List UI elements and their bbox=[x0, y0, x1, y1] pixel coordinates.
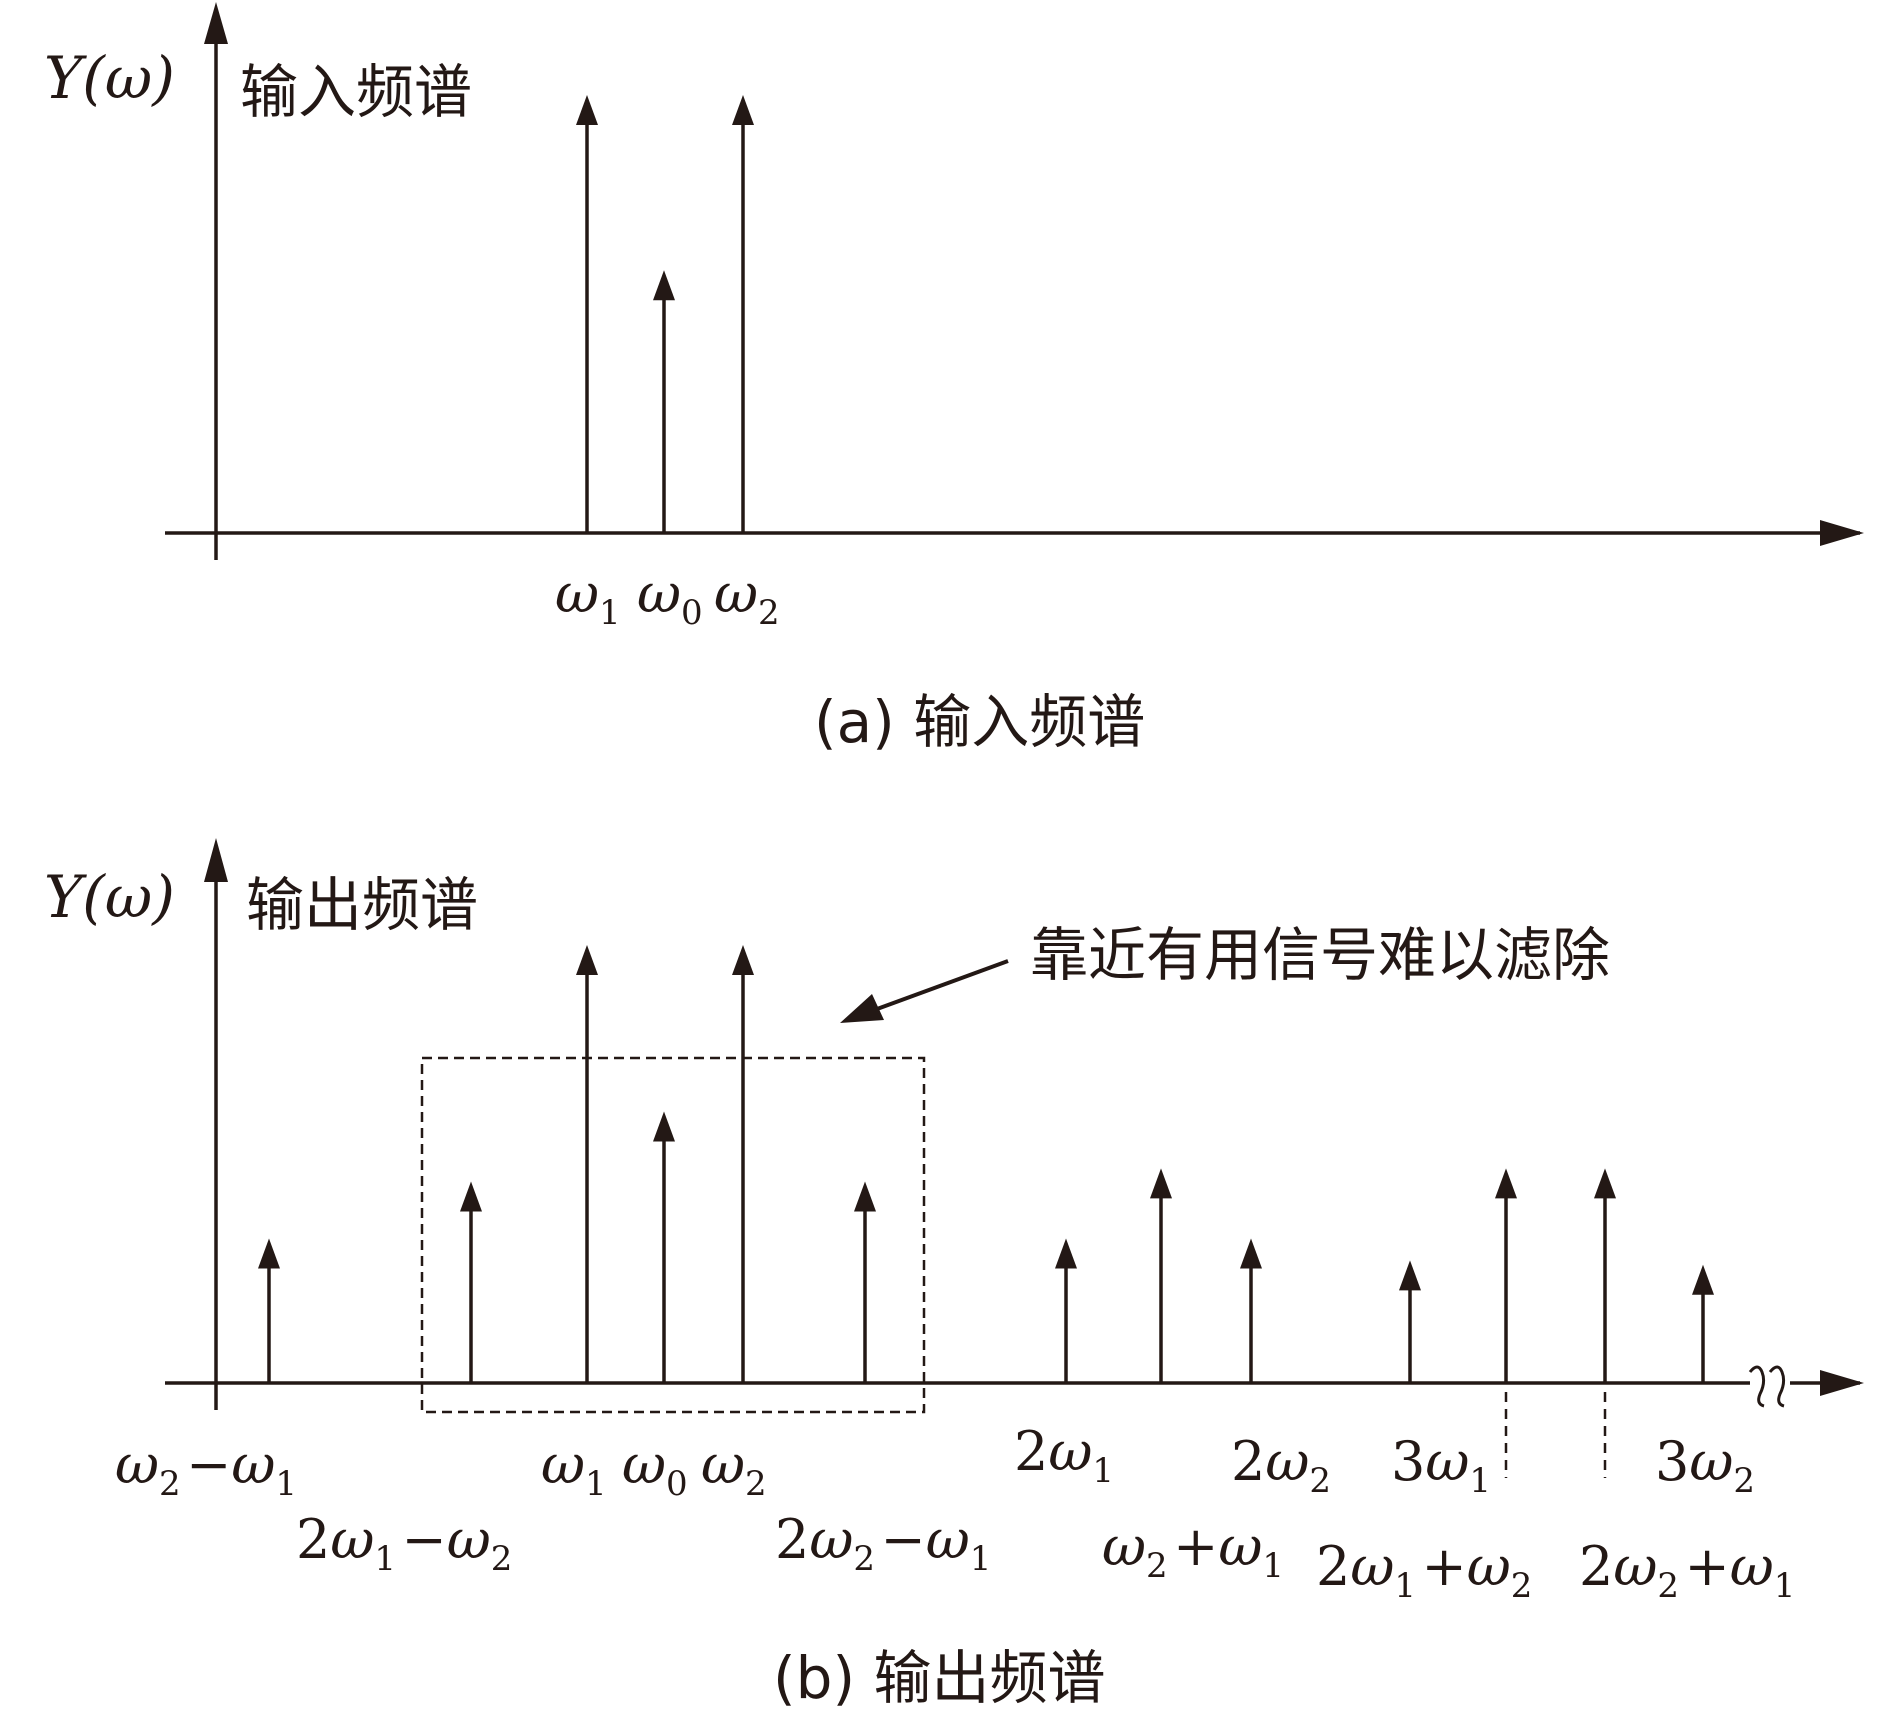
panel-b-stem-w0-arrowhead bbox=[653, 1111, 675, 1142]
panel-a-tick-label: ω0 bbox=[637, 562, 708, 633]
panel-a-stem-w2-arrowhead bbox=[732, 95, 754, 125]
panel-b-stems bbox=[258, 945, 1714, 1383]
panel-a-tick-labels: ω1 ω0 ω2 bbox=[555, 562, 785, 633]
panel-b-tick-label: ω2 −ω1 bbox=[115, 1433, 302, 1504]
panel-b-stem-2w2-w1-arrowhead bbox=[854, 1181, 876, 1212]
panel-a-caption: (a) 输入频谱 bbox=[814, 688, 1145, 756]
panel-b-axis-title: 输出频谱 bbox=[246, 871, 478, 939]
panel-b-tick-label: 3ω1 bbox=[1391, 1430, 1496, 1501]
panel-b-tick-label: 2ω1 −ω2 bbox=[296, 1508, 518, 1579]
panel-b-stem-w2+w1-arrowhead bbox=[1150, 1168, 1172, 1199]
panel-a-axis-title: 输入频谱 bbox=[240, 58, 472, 126]
panel-b-tick-label: ω1 bbox=[541, 1433, 612, 1504]
panel-b-tick-label: ω0 bbox=[622, 1433, 693, 1504]
panel-b-stem-2w1-arrowhead bbox=[1055, 1238, 1077, 1269]
panel-b-stem-2w2+w1-arrowhead bbox=[1594, 1168, 1616, 1199]
panel-b: Y(ω) 输出频谱 靠近有用信号难以滤除 ω2 −ω1 2ω1 −ω2 ω1 ω… bbox=[44, 838, 1864, 1712]
panel-a-tick-label: ω2 bbox=[714, 562, 785, 633]
panel-b-stem-2w1-w2-arrowhead bbox=[460, 1181, 482, 1212]
panel-a-tick-label: ω1 bbox=[555, 562, 626, 633]
panel-b-stem-2w2-arrowhead bbox=[1240, 1238, 1262, 1269]
panel-b-tick-label: 2ω2 −ω1 bbox=[775, 1508, 997, 1579]
panel-b-y-axis-arrow bbox=[204, 838, 228, 882]
panel-b-x-axis-arrow bbox=[1820, 1370, 1864, 1396]
panel-a: Y(ω) 输入频谱 ω1 ω0 ω2 (a) 输入频谱 bbox=[44, 2, 1864, 756]
panel-b-stem-3w2-arrowhead bbox=[1692, 1264, 1714, 1295]
panel-b-tick-label: 2ω1 +ω2 bbox=[1316, 1535, 1538, 1606]
panel-a-stems bbox=[576, 95, 754, 533]
panel-b-tick-label: 2ω2 bbox=[1231, 1430, 1336, 1501]
panel-a-x-axis-arrow bbox=[1820, 520, 1864, 546]
panel-b-axis-break-icon bbox=[1748, 1365, 1786, 1408]
panel-b-stem-3w1-arrowhead bbox=[1399, 1260, 1421, 1291]
panel-b-stem-w2-w1-arrowhead bbox=[258, 1238, 280, 1269]
panel-b-tick-label: 3ω2 bbox=[1655, 1430, 1760, 1501]
panel-b-tick-label: 2ω1 bbox=[1014, 1420, 1119, 1491]
annotation-text: 靠近有用信号难以滤除 bbox=[1030, 921, 1610, 989]
panel-b-y-axis-label: Y(ω) bbox=[44, 863, 175, 931]
panel-a-stem-w1-arrowhead bbox=[576, 95, 598, 125]
panel-b-tick-label: ω2 bbox=[701, 1433, 772, 1504]
panel-b-stem-2w1+w2-arrowhead bbox=[1495, 1168, 1517, 1199]
panel-b-tick-label: ω2 +ω1 bbox=[1102, 1515, 1289, 1586]
panel-b-tick-label: 2ω2 +ω1 bbox=[1579, 1535, 1801, 1606]
panel-a-stem-w0-arrowhead bbox=[653, 270, 675, 301]
panel-a-y-axis-arrow bbox=[204, 2, 228, 44]
panel-b-stem-w2-arrowhead bbox=[732, 945, 754, 975]
panel-b-tick-labels: ω2 −ω1 2ω1 −ω2 ω1 ω0 ω2 2ω2 −ω1 2ω1 ω2 +… bbox=[115, 1420, 1801, 1606]
annotation-arrow bbox=[857, 959, 1009, 1018]
annotation-arrow-head bbox=[840, 994, 884, 1023]
panel-b-caption: (b) 输出频谱 bbox=[773, 1644, 1106, 1712]
panel-b-stem-w1-arrowhead bbox=[576, 945, 598, 975]
near-signal-box bbox=[420, 1056, 926, 1414]
panel-a-y-axis-label: Y(ω) bbox=[44, 44, 175, 112]
